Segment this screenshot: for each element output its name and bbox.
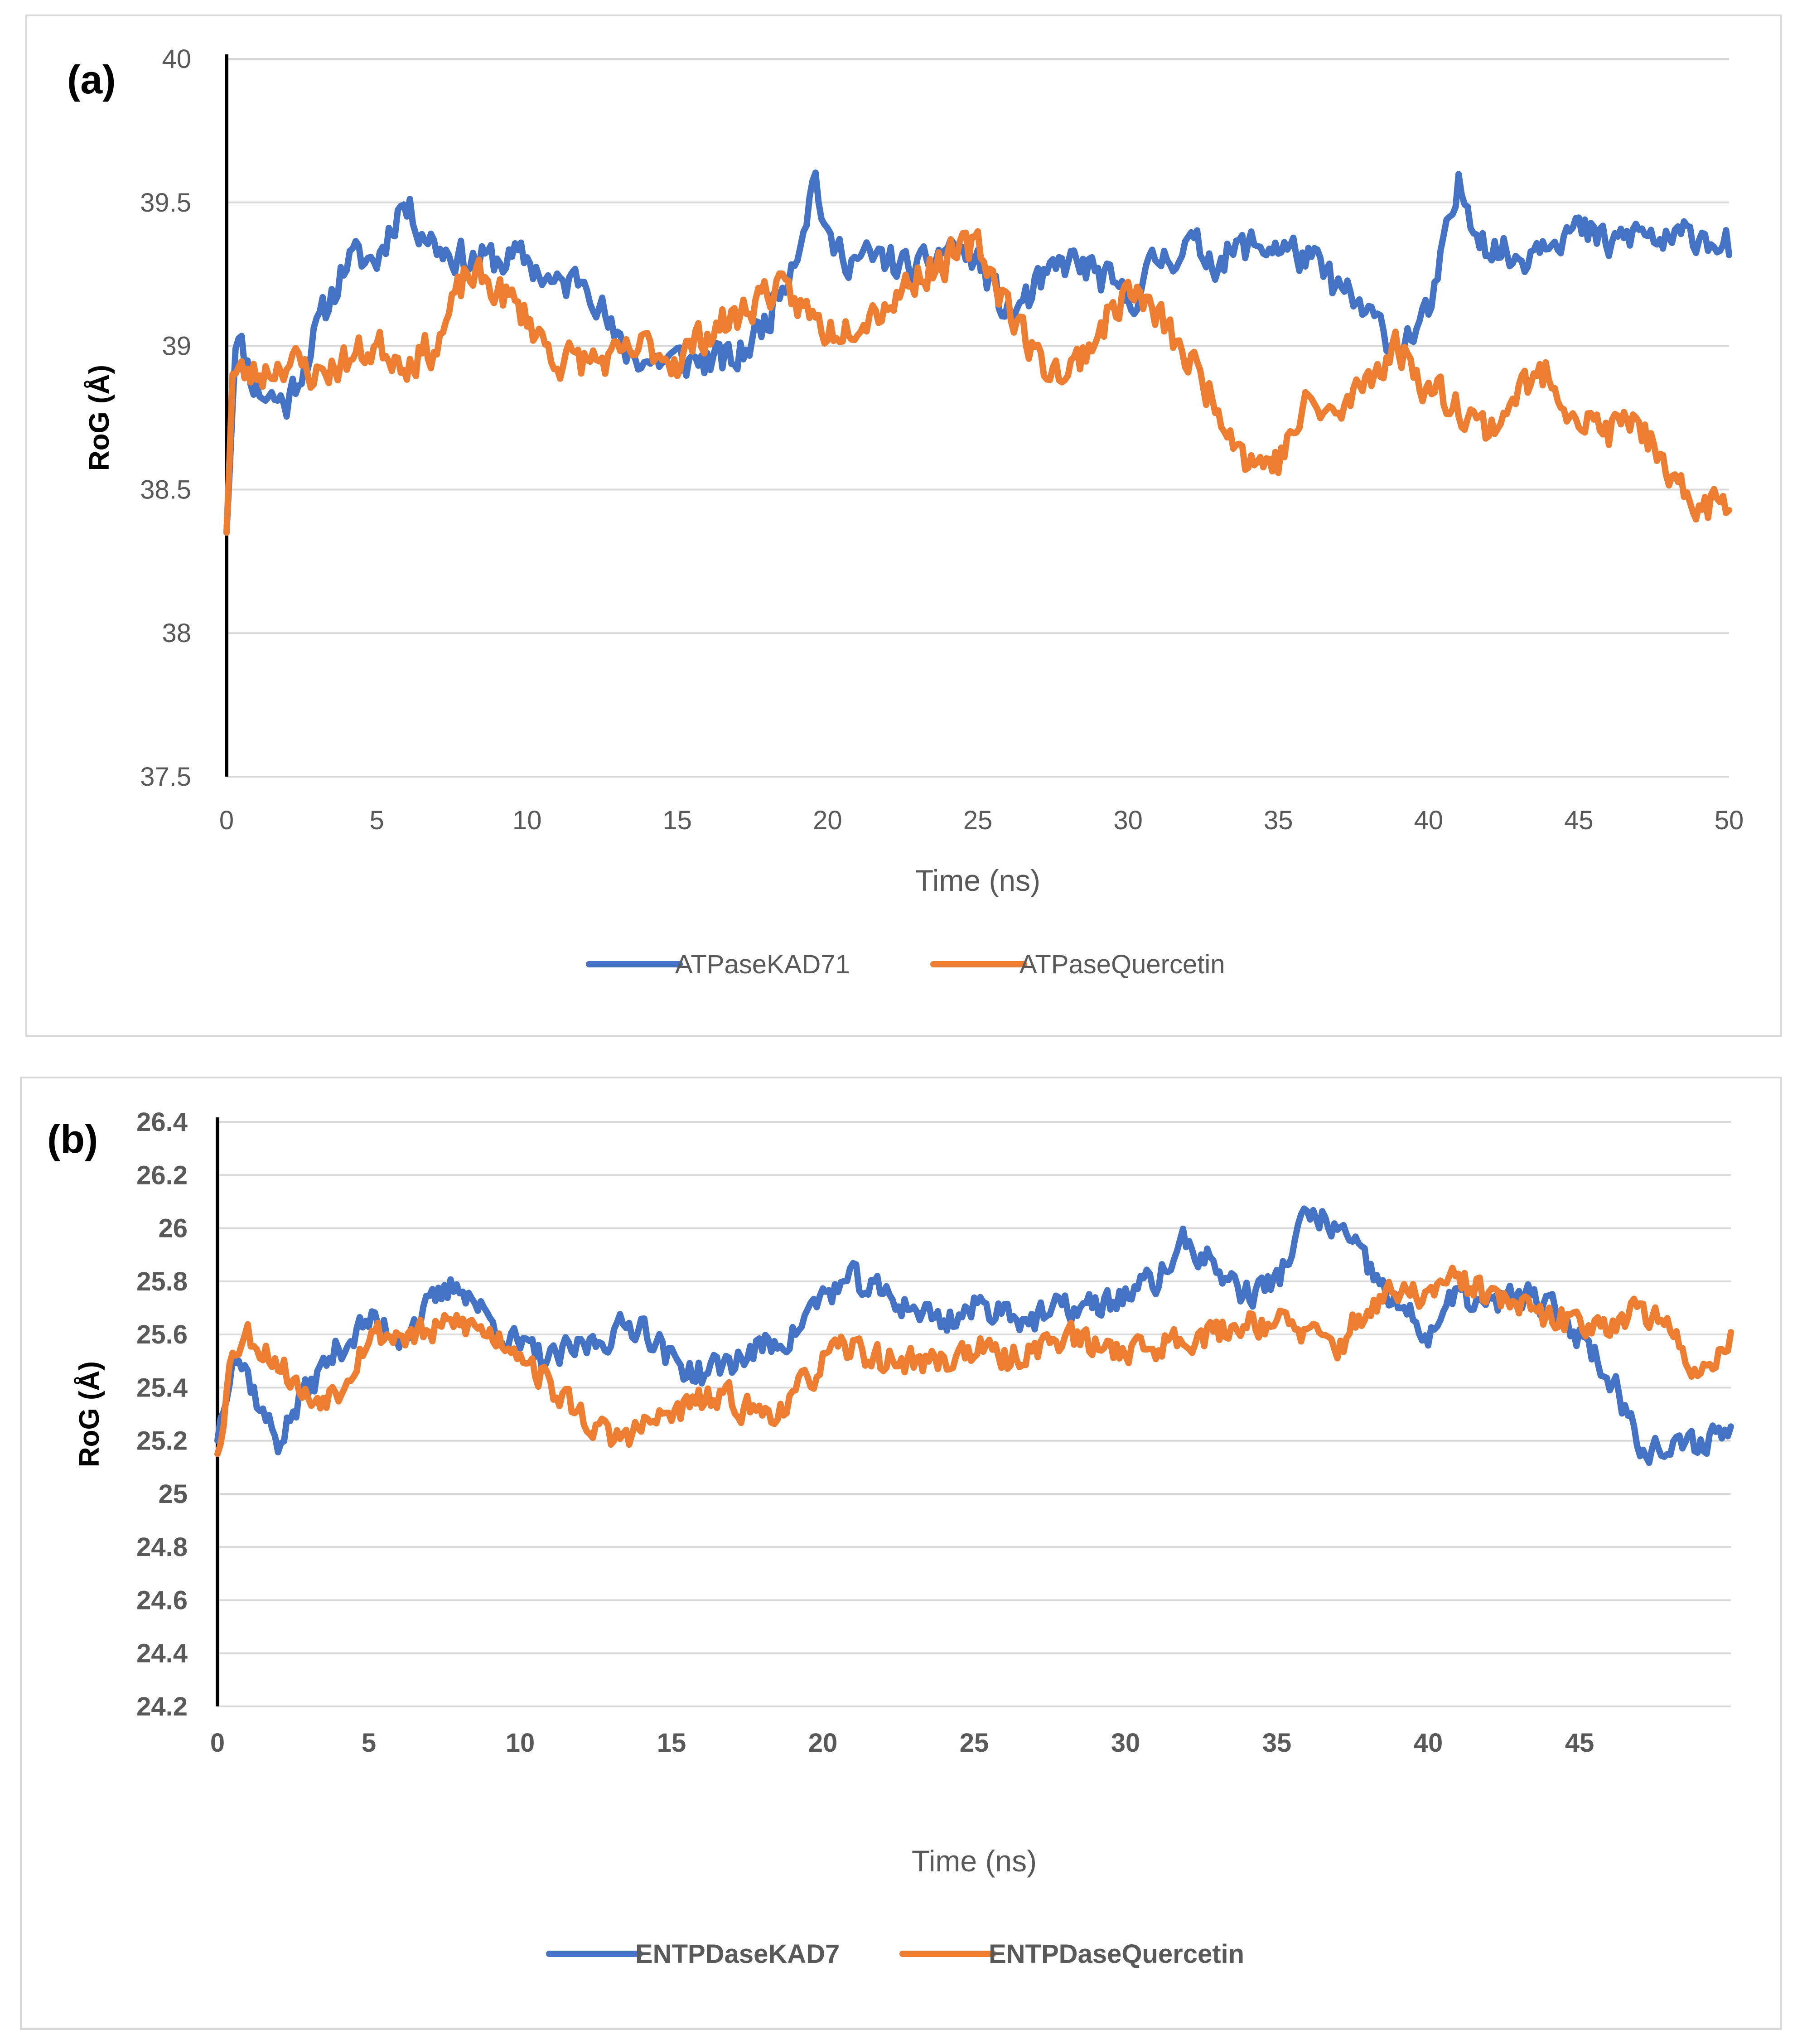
y-tick-label: 24.4: [136, 1639, 188, 1668]
x-tick-label: 35: [1262, 1728, 1292, 1758]
x-tick-label: 10: [512, 806, 542, 835]
y-axis-title: RoG (Å): [74, 1361, 105, 1467]
y-tick-label: 25.2: [136, 1426, 188, 1456]
panel-label: (a): [67, 57, 116, 102]
x-tick-label: 30: [1111, 1728, 1140, 1758]
y-tick-label: 26: [158, 1214, 188, 1243]
y-tick-label: 39: [162, 332, 191, 361]
x-tick-label: 15: [663, 806, 692, 835]
series-line-ENTPDaseKAD7: [214, 1205, 1734, 1466]
x-tick-label: 20: [813, 806, 842, 835]
chart-panel-b: 24.2 24.4 24.6 24.8 25 25.2 25.4 25.6 25.8 26 26.2…: [20, 1077, 1782, 2030]
series-line-ENTPDaseQuercetin: [214, 1265, 1734, 1457]
series-line-ATPaseKAD71: [223, 169, 1732, 536]
chart-panel-a: 37.5 38 38.5 39 39.5 40 0 5 10 15 20 25 30 35 40 45 50 Ti…: [25, 14, 1782, 1037]
x-axis-title: Time (ns): [912, 1844, 1037, 1878]
y-axis-title: RoG (Å): [84, 365, 115, 471]
x-tick-label: 0: [219, 806, 234, 835]
x-tick-label: 0: [210, 1728, 225, 1758]
x-tick-label: 15: [657, 1728, 686, 1758]
y-tick-label: 40: [162, 44, 191, 74]
x-tick-label: 45: [1564, 806, 1594, 835]
y-tick-label: 25: [158, 1479, 188, 1509]
chart-a-svg: 37.5 38 38.5 39 39.5 40 0 5 10 15 20 25 30 35 40 45 50 Ti…: [67, 44, 1744, 979]
x-tick-label: 40: [1414, 1728, 1443, 1758]
x-tick-label: 50: [1715, 806, 1744, 835]
y-tick-label: 24.6: [136, 1585, 188, 1615]
y-tick-label: 39.5: [140, 188, 191, 217]
x-tick-label: 35: [1264, 806, 1293, 835]
y-tick-label: 38.5: [140, 475, 191, 504]
y-tick-label: 24.8: [136, 1532, 188, 1562]
y-tick-label: 26.2: [136, 1160, 188, 1190]
y-tick-label: 24.2: [136, 1692, 188, 1721]
x-tick-label: 25: [963, 806, 993, 835]
series-line-ATPaseQuercetin: [223, 228, 1732, 536]
y-tick-label: 25.8: [136, 1267, 188, 1296]
panel-label: (b): [47, 1116, 98, 1161]
legend-label: ENTPDaseKAD7: [635, 1939, 840, 1969]
y-tick-label: 25.6: [136, 1320, 188, 1349]
chart-b-svg: 24.2 24.4 24.6 24.8 25 25.2 25.4 25.6 25.8 26 26.2…: [47, 1107, 1734, 1969]
y-tick-label: 38: [162, 619, 191, 648]
x-tick-label: 10: [506, 1728, 535, 1758]
x-tick-label: 45: [1565, 1728, 1594, 1758]
x-tick-label: 5: [362, 1728, 376, 1758]
x-tick-label: 20: [808, 1728, 838, 1758]
x-tick-label: 30: [1113, 806, 1143, 835]
x-tick-label: 25: [960, 1728, 989, 1758]
x-axis-title: Time (ns): [915, 864, 1040, 897]
x-tick-label: 40: [1414, 806, 1444, 835]
legend-label: ENTPDaseQuercetin: [989, 1939, 1244, 1969]
y-tick-label: 26.4: [136, 1107, 188, 1137]
y-tick-label: 25.4: [136, 1373, 188, 1402]
y-tick-label: 37.5: [140, 762, 191, 792]
legend-label: ATPaseKAD71: [675, 950, 850, 979]
x-tick-label: 5: [369, 806, 384, 835]
legend-label: ATPaseQuercetin: [1019, 950, 1225, 979]
